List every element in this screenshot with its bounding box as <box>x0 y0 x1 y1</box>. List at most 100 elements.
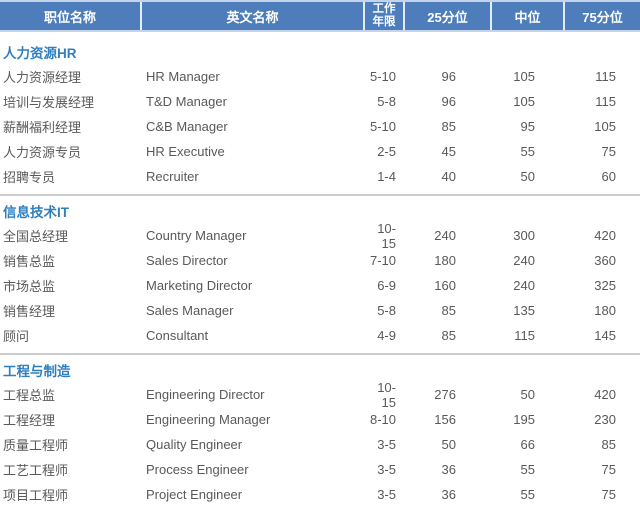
cell-median: 240 <box>513 253 535 268</box>
cell-p25: 45 <box>441 144 456 159</box>
section-title: 工程与制造 <box>3 364 71 379</box>
section-divider <box>0 353 640 355</box>
cell-p75: 60 <box>601 169 616 184</box>
cell-p25: 96 <box>441 94 456 109</box>
cell-work-years: 7-10 <box>369 253 396 268</box>
cell-p25: 180 <box>434 253 456 268</box>
table-row: 人力资源经理 HR Manager 5-10 96 105 115 <box>0 64 640 89</box>
cell-median: 105 <box>513 69 535 84</box>
col-header-work-years: 工作 年限 <box>363 2 403 30</box>
col-header-work-years-line1: 工作 <box>372 3 396 15</box>
table-row: 薪酬福利经理 C&B Manager 5-10 85 95 105 <box>0 114 640 139</box>
cell-work-years: 2-5 <box>377 144 396 159</box>
cell-english-name: Marketing Director <box>146 278 253 293</box>
cell-position-title: 质量工程师 <box>3 438 69 453</box>
cell-p25: 85 <box>441 303 456 318</box>
cell-median: 300 <box>513 228 535 243</box>
cell-work-years: 1-4 <box>377 169 396 184</box>
col-header-work-years-line2: 年限 <box>372 16 396 28</box>
cell-median: 95 <box>520 119 535 134</box>
cell-work-years: 10-15 <box>377 379 396 410</box>
cell-p75: 115 <box>595 69 616 84</box>
table-row: 项目工程师 Project Engineer 3-5 36 55 75 <box>0 482 640 507</box>
table-section: 人力资源HR 人力资源经理 HR Manager 5-10 96 105 115 培训与发展经… <box>0 43 640 196</box>
cell-english-name: HR Manager <box>146 69 220 84</box>
cell-p25: 85 <box>441 328 456 343</box>
cell-work-years: 5-10 <box>369 119 396 134</box>
col-header-median: 中位 <box>490 2 563 30</box>
cell-english-name: Recruiter <box>146 169 199 184</box>
cell-p25: 36 <box>441 462 456 477</box>
cell-work-years: 8-10 <box>369 412 396 427</box>
cell-english-name: T&D Manager <box>146 94 227 109</box>
cell-english-name: HR Executive <box>146 144 225 159</box>
cell-position-title: 招聘专员 <box>3 170 56 185</box>
cell-median: 55 <box>520 144 535 159</box>
cell-p75: 75 <box>601 487 616 502</box>
cell-english-name: Sales Manager <box>146 303 234 318</box>
table-row: 顾问 Consultant 4-9 85 115 145 <box>0 323 640 348</box>
cell-position-title: 工艺工程师 <box>3 463 69 478</box>
cell-median: 55 <box>520 462 535 477</box>
cell-english-name: Quality Engineer <box>146 437 243 452</box>
cell-median: 115 <box>514 328 535 343</box>
cell-position-title: 工程总监 <box>3 388 56 403</box>
table-body: 人力资源HR 人力资源经理 HR Manager 5-10 96 105 115 培训与发展经… <box>0 43 640 510</box>
cell-work-years: 10-15 <box>377 220 396 251</box>
cell-median: 240 <box>513 278 535 293</box>
cell-position-title: 人力资源经理 <box>3 70 82 85</box>
cell-english-name: Engineering Manager <box>146 412 271 427</box>
cell-p25: 85 <box>441 119 456 134</box>
cell-english-name: Sales Director <box>146 253 228 268</box>
section-title: 信息技术IT <box>3 205 69 220</box>
cell-position-title: 项目工程师 <box>3 488 69 503</box>
section-divider <box>0 194 640 196</box>
section-title: 人力资源HR <box>3 46 77 61</box>
cell-p75: 360 <box>594 253 616 268</box>
col-header-p25: 25分位 <box>403 2 490 30</box>
cell-position-title: 顾问 <box>3 329 30 344</box>
table-header-row: 职位名称 英文名称 工作 年限 25分位 中位 75分位 <box>0 0 640 32</box>
cell-p75: 230 <box>594 412 616 427</box>
cell-p75: 420 <box>594 228 616 243</box>
cell-position-title: 人力资源专员 <box>3 145 82 160</box>
cell-english-name: Country Manager <box>146 228 247 243</box>
cell-median: 105 <box>513 94 535 109</box>
cell-position-title: 全国总经理 <box>3 229 69 244</box>
cell-english-name: Process Engineer <box>146 462 249 477</box>
cell-p75: 180 <box>594 303 616 318</box>
cell-median: 50 <box>520 169 535 184</box>
cell-p25: 276 <box>434 387 456 402</box>
col-header-position-title: 职位名称 <box>43 9 96 25</box>
cell-english-name: Consultant <box>146 328 209 343</box>
cell-work-years: 3-5 <box>377 487 396 502</box>
table-section: 信息技术IT 全国总经理 Country Manager 10-15 240 300 420… <box>0 202 640 355</box>
cell-p75: 105 <box>594 119 616 134</box>
cell-p25: 240 <box>434 228 456 243</box>
cell-p75: 145 <box>594 328 616 343</box>
cell-english-name: Engineering Director <box>146 387 265 402</box>
cell-work-years: 4-9 <box>377 328 396 343</box>
cell-position-title: 销售总监 <box>3 254 56 269</box>
cell-position-title: 销售经理 <box>3 304 56 319</box>
table-row: 全国总经理 Country Manager 10-15 240 300 420 <box>0 220 640 251</box>
cell-p75: 75 <box>601 144 616 159</box>
col-header-english-name: 英文名称 <box>140 2 363 30</box>
cell-p25: 40 <box>441 169 456 184</box>
cell-median: 135 <box>513 303 535 318</box>
table-row: 工程经理 Engineering Manager 8-10 156 195 230 <box>0 407 640 432</box>
cell-median: 66 <box>520 437 535 452</box>
cell-median: 50 <box>520 387 535 402</box>
cell-p25: 36 <box>441 487 456 502</box>
table-row: 市场总监 Marketing Director 6-9 160 240 325 <box>0 273 640 298</box>
cell-work-years: 3-5 <box>377 462 396 477</box>
cell-p25: 96 <box>441 69 456 84</box>
cell-english-name: C&B Manager <box>146 119 228 134</box>
table-row: 培训与发展经理 T&D Manager 5-8 96 105 115 <box>0 89 640 114</box>
table-section: 工程与制造 工程总监 Engineering Director 10-15 276 50 4… <box>0 361 640 510</box>
table-row: 工程总监 Engineering Director 10-15 276 50 420 <box>0 379 640 410</box>
table-row: 销售经理 Sales Manager 5-8 85 135 180 <box>0 298 640 323</box>
table-row: 质量工程师 Quality Engineer 3-5 50 66 85 <box>0 432 640 457</box>
cell-p75: 85 <box>601 437 616 452</box>
